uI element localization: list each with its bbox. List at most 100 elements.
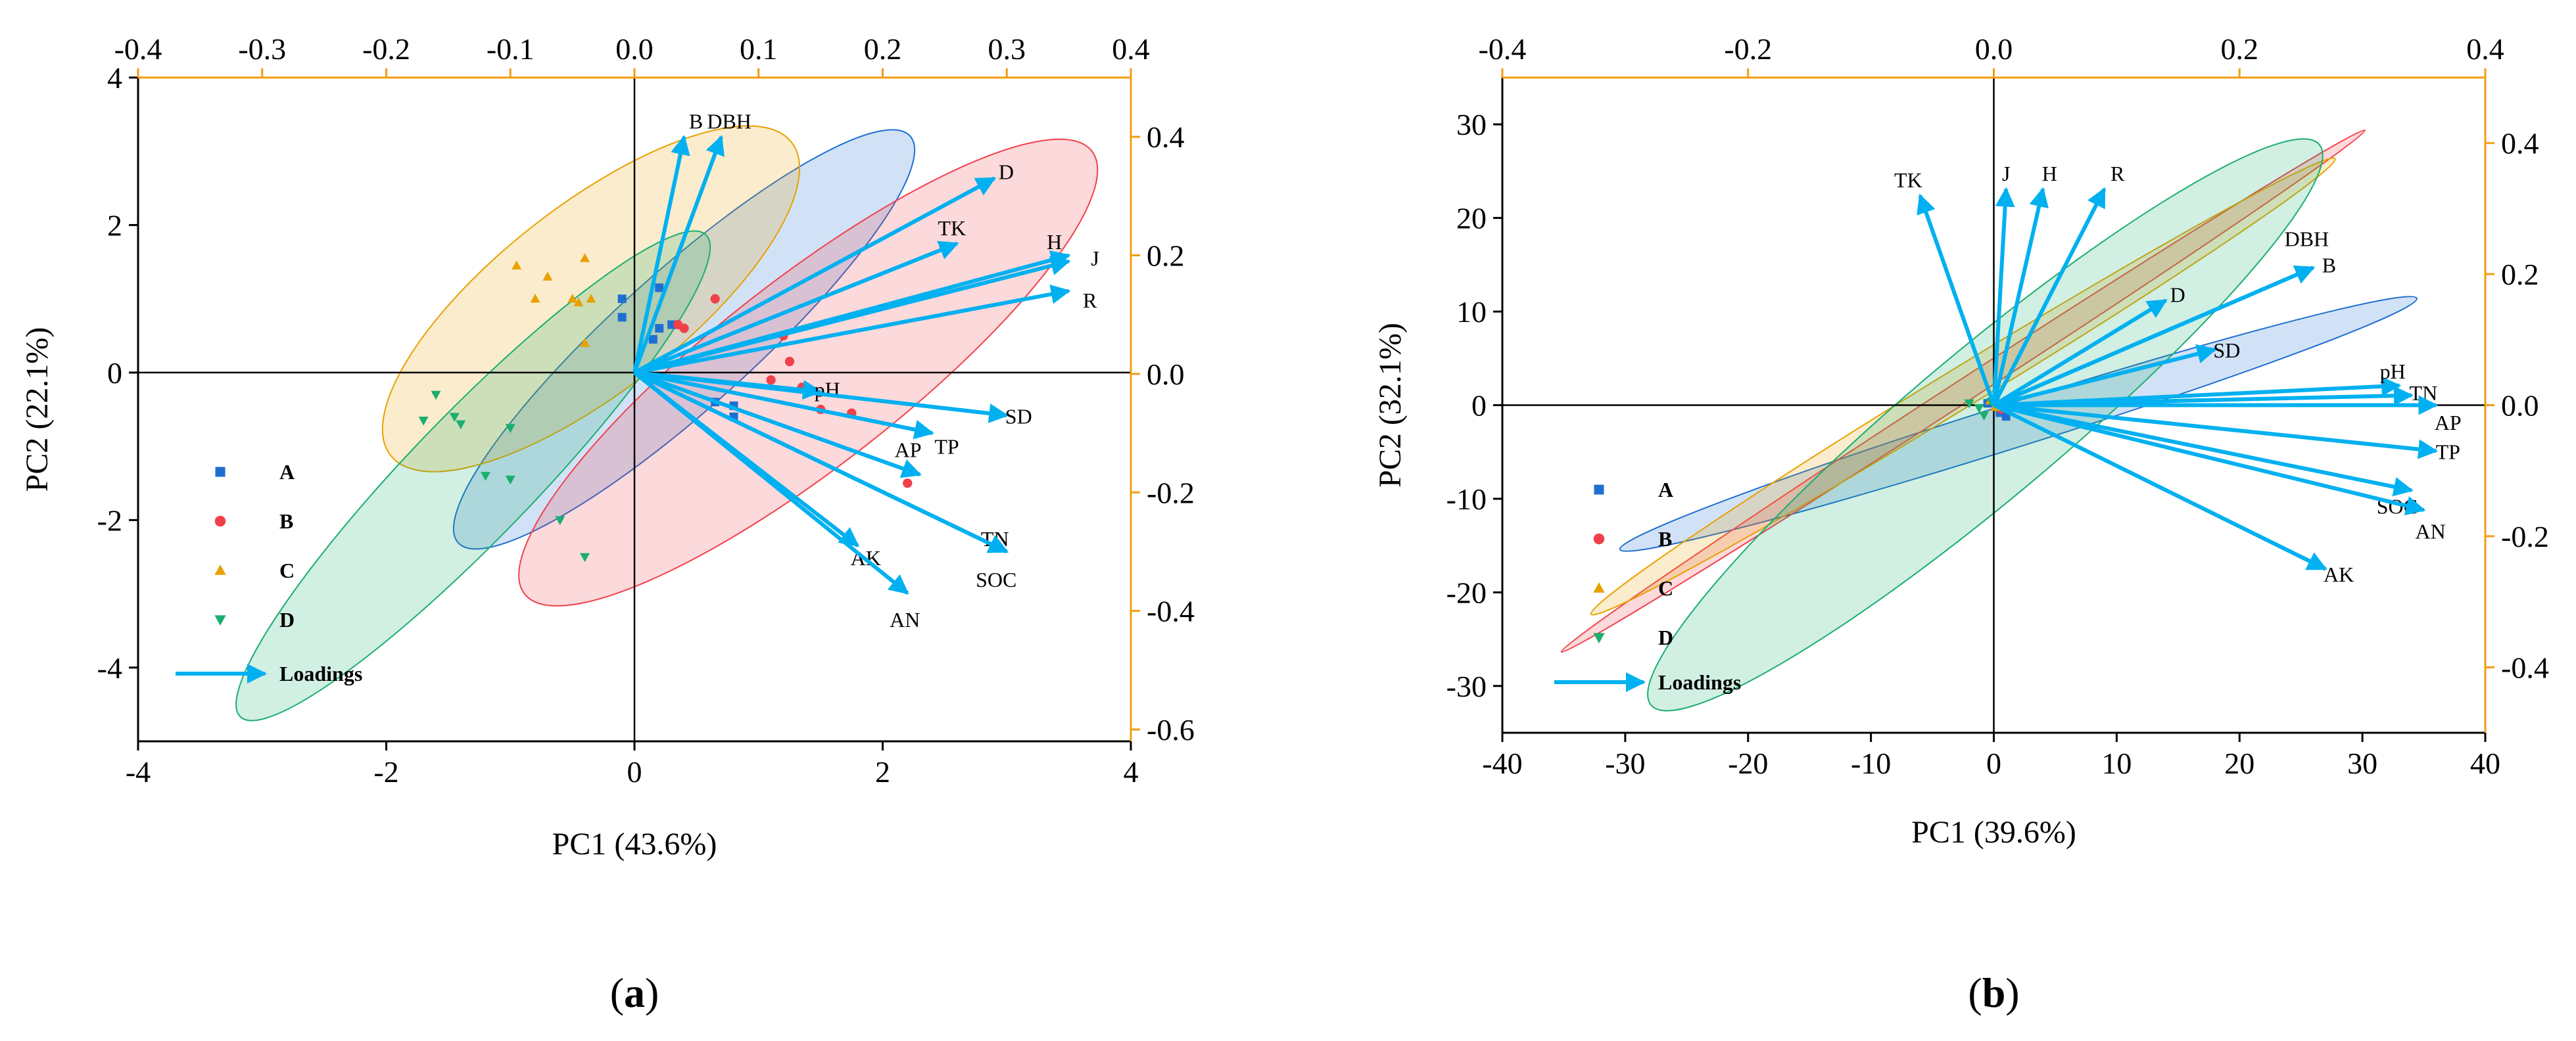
panel-b-loading-label-ap: AP [2435, 411, 2462, 434]
panel-b-legend: A B C D Loadings [1554, 478, 1741, 694]
panel-b-left-tick-label: 10 [1456, 295, 1487, 329]
panel-a-y-axis-title: PC2 (22.1%) [20, 327, 55, 492]
panel-b-legend-label-c: C [1658, 576, 1673, 600]
panel-b-bottom-tick-label: -20 [1728, 747, 1768, 780]
panel-b-right-tick-label: 0.0 [2501, 389, 2539, 423]
panel-a-loading-label-h: H [1047, 230, 1062, 254]
panel-a-right-tick-label: -0.4 [1147, 595, 1195, 628]
panel-b-loading-label-an: AN [2415, 519, 2445, 543]
panel-b-bottom-tick-label: -30 [1605, 747, 1645, 780]
panel-a-point-d [431, 390, 441, 400]
panel-a-point-b [903, 478, 913, 488]
panel-a-legend-marker-b [214, 515, 226, 527]
panel-b-loading-arrow-r [1992, 187, 2107, 406]
panel-b-loading-arrow-an [1993, 403, 2426, 516]
panel-a-point-c [580, 338, 590, 347]
panel-b-bottom-tick-label: -40 [1482, 747, 1522, 780]
panel-b-legend-marker-b [1593, 533, 1605, 545]
panel-b-legend-label-b: B [1658, 527, 1672, 551]
panel-a-point-b [766, 375, 776, 385]
panel-a-bottom-tick-label: -2 [373, 755, 398, 789]
panel-a-left-tick-label: 4 [107, 61, 122, 95]
panel-b-loading-label-h: H [2042, 162, 2057, 185]
panel-b-bottom-tick-label: 0 [1986, 747, 2001, 780]
panel-a-loading-label-ap: AP [895, 438, 922, 462]
panel-b-right-tick-label: -0.4 [2501, 651, 2549, 684]
panel-b-right-tick-label: 0.2 [2501, 258, 2539, 291]
panel-a-point-c [586, 293, 596, 303]
panel-b-loading-arrow-d [1992, 298, 2168, 407]
panel-a-loading-arrow-ap [633, 371, 922, 478]
panel-b-bottom-tick-label: 40 [2470, 747, 2500, 780]
panel-b-loading-label-r: R [2111, 162, 2125, 185]
panel-a-right-tick-label: 0.0 [1147, 358, 1185, 391]
panel-a-top-tick-label: -0.4 [114, 32, 162, 66]
panel-a-point-c [580, 253, 590, 262]
panel-b-loading-label-b: B [2322, 253, 2336, 277]
panel-a-loading-label-dbh: DBH [707, 110, 751, 133]
panel-b-left-tick-label: 30 [1456, 108, 1487, 141]
panel-b-point-d [1979, 411, 1990, 421]
panel-a-top-tick-label: 0.4 [1112, 32, 1150, 66]
panel-b-point-d [1964, 399, 1974, 409]
panel-b-loading-label-sd: SD [2213, 338, 2240, 362]
panel-a-point-d [505, 475, 515, 485]
panel-a-loading-arrow-r [634, 284, 1071, 375]
panel-a-top-tick-label: -0.1 [487, 32, 535, 66]
panel-b-loading-arrow-tp [1993, 403, 2439, 459]
panel-b-loading-label-ak: AK [2324, 563, 2354, 586]
panel-a-top-tick-label: 0.3 [988, 32, 1026, 66]
panel-a-point-a [655, 324, 664, 333]
panel-a-left-tick-label: 0 [107, 356, 122, 390]
panel-a-point-d [418, 416, 429, 426]
panel-a-loading-arrow-j [634, 250, 1071, 375]
panel-a-loading-label-d: D [999, 160, 1014, 184]
panel-b-top-tick-label: -0.2 [1724, 32, 1772, 66]
panel-a-loading-label-j: J [1091, 246, 1099, 270]
panel-a-loading-arrow-sd [634, 370, 1009, 423]
panel-a-point-d [449, 413, 460, 423]
panel-b-bottom-tick-label: 10 [2101, 747, 2132, 780]
panel-b-legend-marker-a [1594, 484, 1604, 495]
panel-a-legend: A B C D Loadings [176, 460, 362, 685]
panel-b-legend-marker-c [1593, 582, 1605, 593]
panel-a-ellipse-d [235, 230, 711, 722]
panel-a-right-tick-label: 0.4 [1147, 120, 1185, 154]
panel-a-right-tick-label: 0.2 [1147, 239, 1185, 273]
panel-a-legend-marker-a [215, 467, 226, 477]
panel-a-point-c [542, 271, 553, 281]
panel-a-point-d [505, 424, 515, 433]
panel-a-loading-arrow-b [632, 135, 690, 373]
panel-a-loading-label-soc: SOC [976, 568, 1016, 591]
panel-b-top-tick-label: -0.4 [1479, 32, 1527, 66]
panel-a-top-tick-label: -0.3 [238, 32, 286, 66]
panel-a-point-c [512, 260, 522, 270]
panel-a-legend-label-loadings: Loadings [279, 662, 362, 685]
panel-a-top-tick-label: 0.2 [864, 32, 902, 66]
panel-b-legend-label-loadings: Loadings [1658, 670, 1741, 694]
panel-b-loading-arrow-soc [1993, 403, 2414, 497]
panel-a-point-c [567, 293, 578, 303]
panel-b-loading-label-d: D [2170, 283, 2185, 306]
panel-b-y-axis-title: PC2 (32.1%) [1373, 323, 1408, 488]
panel-b-left-tick-label: -10 [1446, 482, 1487, 516]
panel-a-top-tick-label: 0.1 [740, 32, 778, 66]
panel-a-legend-label-d: D [279, 608, 295, 632]
panel-a-loading-arrow-tp [634, 370, 934, 440]
panel-a-legend-marker-d [214, 615, 226, 626]
panel-a-legend-label-a: A [279, 460, 295, 484]
panel-a-bottom-tick-label: -4 [126, 755, 151, 789]
panel-a-bottom-tick-label: 4 [1124, 755, 1139, 789]
panel-a-top-tick-label: -0.2 [362, 32, 410, 66]
panel-a-point-b [679, 323, 689, 333]
panel-a-loading-arrow-tk [633, 241, 959, 375]
panel-a-loading-arrow-d [633, 176, 997, 375]
panel-a-point-b [710, 294, 720, 304]
panel-a-loading-label-r: R [1083, 289, 1097, 312]
panel-a-loading-arrow-soc [633, 371, 1009, 554]
panel-b-ellipse-c [1590, 157, 2336, 616]
panel-a-legend-label-b: B [279, 509, 293, 533]
panel-b-point-d [1974, 404, 1984, 413]
panel-a-right-tick-label: -0.2 [1147, 476, 1195, 509]
